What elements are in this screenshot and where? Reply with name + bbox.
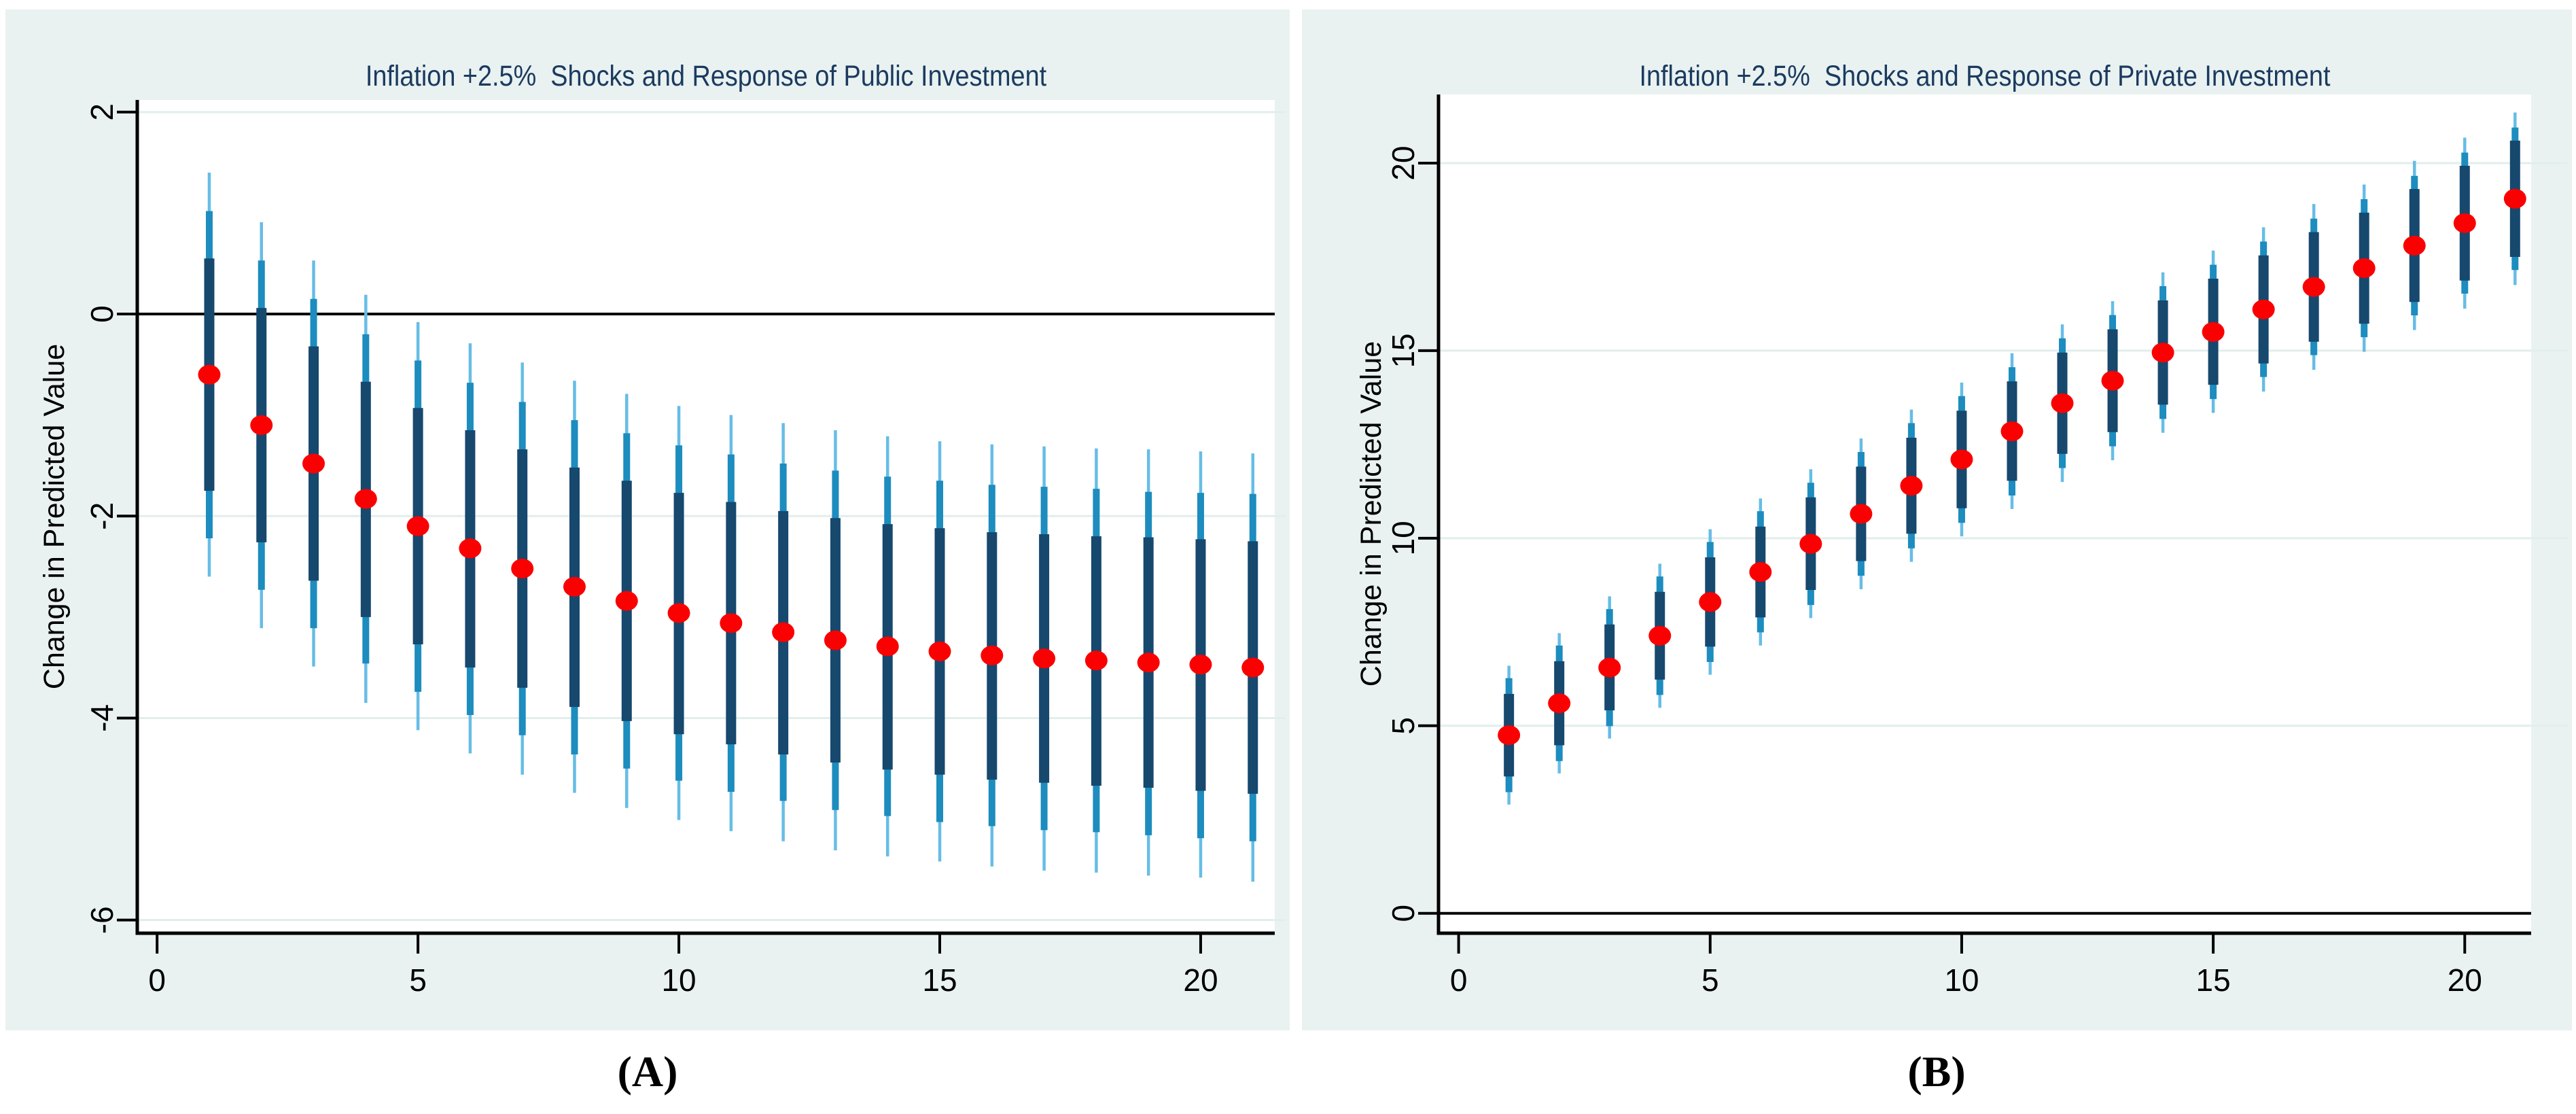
point-estimate-dot [563, 576, 586, 597]
point-estimate-dot [720, 613, 743, 633]
panel-public-investment: 0 5 10 15 20 2 0 -2 -4 -6 Inflation +2.5% Shocks … [5, 10, 1290, 1030]
point-estimate-dot [1900, 476, 1923, 496]
point-estimate-dot [406, 516, 429, 536]
point-estimate-dot [772, 622, 795, 642]
x-tick-label: 10 [1944, 962, 1979, 998]
y-tick-label: 20 [1386, 145, 1421, 180]
point-estimate-dot [2252, 299, 2275, 319]
point-estimate-dot [2503, 188, 2526, 209]
y-tick-label: -4 [84, 704, 120, 732]
x-tick-label: 15 [922, 962, 957, 998]
caption-panel-a: (A) [617, 1047, 678, 1096]
x-tick-label: 5 [409, 962, 427, 998]
x-tick-label: 0 [148, 962, 166, 998]
point-estimate-dot [928, 641, 951, 661]
y-tick-label: -6 [84, 906, 120, 934]
point-estimate-dot [2051, 393, 2074, 413]
panel-private-investment: 0 5 10 15 20 0 5 10 15 20 Inflation +2.5% Shocks … [1302, 10, 2572, 1030]
point-estimate-dot [302, 453, 325, 474]
point-estimate-dot [198, 364, 221, 385]
y-axis-label-private: Change in Predicted Value [1355, 341, 1388, 687]
point-estimate-dot [2000, 421, 2024, 442]
plot-area [1439, 94, 2531, 933]
point-estimate-dot [1699, 592, 1722, 612]
point-estimate-dot [1241, 657, 1265, 678]
point-estimate-dot [2302, 277, 2325, 297]
point-estimate-dot [981, 645, 1004, 665]
point-estimate-dot [1548, 693, 1571, 714]
private-investment-chart: 0 5 10 15 20 0 5 10 15 20 [1386, 94, 2568, 998]
point-estimate-dot [1749, 562, 1772, 582]
point-estimate-dot [667, 603, 690, 623]
point-estimate-dot [459, 538, 482, 559]
point-estimate-dot [354, 489, 377, 509]
x-tick-label: 20 [2448, 962, 2482, 998]
caption-panel-b: (B) [1907, 1047, 1966, 1096]
point-estimate-dot [250, 415, 273, 436]
point-estimate-dot [1033, 648, 1056, 669]
x-tick-label: 15 [2196, 962, 2231, 998]
point-estimate-dot [2453, 213, 2476, 233]
y-tick-label: 2 [84, 103, 120, 121]
point-estimate-dot [2151, 343, 2174, 363]
point-estimate-dot [2101, 370, 2124, 391]
point-estimate-dot [2352, 258, 2376, 279]
point-estimate-dot [615, 591, 638, 611]
point-estimate-dot [1498, 725, 1521, 746]
point-estimate-dot [1137, 652, 1160, 673]
y-tick-label: 10 [1386, 521, 1421, 555]
point-estimate-dot [824, 630, 847, 650]
y-axis-label-public: Change in Predicted Value [38, 343, 71, 690]
point-estimate-dot [1598, 657, 1621, 678]
x-tick-label: 0 [1450, 962, 1468, 998]
point-estimate-dot [876, 636, 899, 657]
x-tick-label: 5 [1701, 962, 1719, 998]
y-tick-label: -2 [84, 502, 120, 530]
chart-title-private: Inflation +2.5% Shocks and Response of P… [1639, 60, 2331, 92]
point-estimate-dot [1850, 504, 1873, 524]
point-estimate-dot [1799, 534, 1822, 554]
point-estimate-dot [1189, 655, 1212, 675]
point-estimate-dot [2403, 235, 2426, 256]
point-estimate-dot [2202, 321, 2225, 342]
point-estimate-dot [511, 559, 534, 579]
point-estimate-dot [1950, 449, 1973, 470]
x-tick-label: 10 [661, 962, 696, 998]
y-tick-label: 15 [1386, 333, 1421, 368]
y-tick-label: 0 [1386, 905, 1421, 922]
y-tick-label: 5 [1386, 717, 1421, 735]
chart-title-public: Inflation +2.5% Shocks and Response of P… [365, 60, 1047, 92]
y-tick-label: 0 [84, 305, 120, 323]
x-tick-label: 20 [1183, 962, 1218, 998]
point-estimate-dot [1084, 650, 1108, 671]
point-estimate-dot [1648, 625, 1672, 646]
